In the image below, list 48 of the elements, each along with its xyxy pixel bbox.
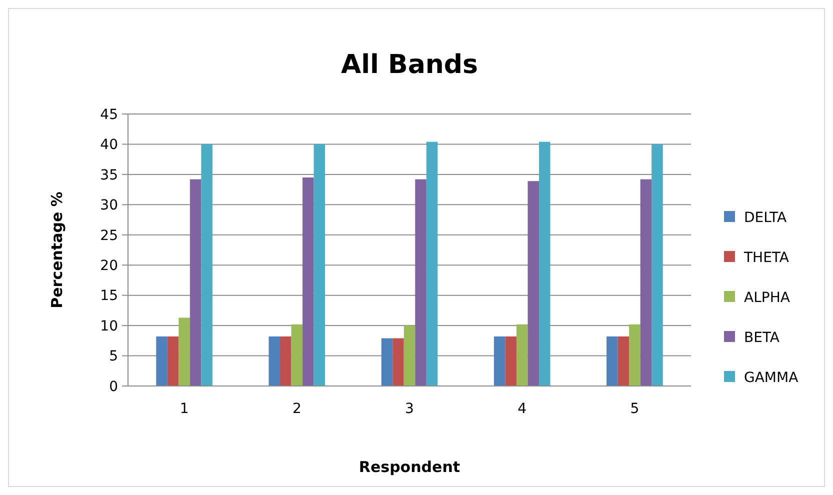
bar <box>404 326 416 386</box>
y-tick-label: 15 <box>100 288 118 304</box>
y-tick-label: 40 <box>100 137 118 154</box>
legend-label: GAMMA <box>744 370 799 386</box>
y-tick-label: 25 <box>100 228 118 244</box>
x-tick-label: 4 <box>518 401 527 417</box>
bar <box>314 144 326 386</box>
x-tick-label: 5 <box>630 401 640 417</box>
x-tick-label: 2 <box>292 401 302 417</box>
bar <box>167 336 179 386</box>
legend-label: THETA <box>743 250 790 266</box>
y-tick-label: 30 <box>100 198 118 214</box>
bar <box>505 336 516 386</box>
x-tick-label: 1 <box>180 401 189 417</box>
bar <box>201 144 212 386</box>
bar <box>268 336 280 386</box>
bar <box>280 336 292 386</box>
chart-title: All Bands <box>341 50 478 80</box>
bar <box>494 336 506 386</box>
bar <box>190 179 202 386</box>
bar <box>606 336 618 386</box>
bar <box>415 179 426 386</box>
bar <box>302 177 314 386</box>
bar <box>426 142 438 386</box>
legend-label: DELTA <box>744 210 787 226</box>
y-tick-label: 35 <box>100 167 118 184</box>
legend-label: ALPHA <box>744 290 790 306</box>
bar <box>178 318 190 386</box>
legend-label: BETA <box>744 330 780 346</box>
bar <box>538 142 550 386</box>
y-tick-label: 45 <box>100 106 118 123</box>
x-axis-title: Respondent <box>358 458 460 476</box>
bar <box>640 179 652 386</box>
y-axis-title: Percentage % <box>48 192 66 308</box>
bar <box>392 338 404 386</box>
bar <box>528 181 539 386</box>
y-tick-label: 10 <box>100 318 118 334</box>
bar <box>652 144 663 386</box>
bar <box>629 324 640 386</box>
x-tick-label: 3 <box>405 401 414 417</box>
bar <box>516 324 528 386</box>
bar <box>156 336 168 386</box>
y-tick-label: 0 <box>109 378 118 395</box>
y-tick-label: 20 <box>100 258 118 274</box>
y-tick-label: 5 <box>109 348 118 365</box>
bar <box>381 338 393 386</box>
bar <box>291 324 303 386</box>
bar <box>618 336 630 386</box>
